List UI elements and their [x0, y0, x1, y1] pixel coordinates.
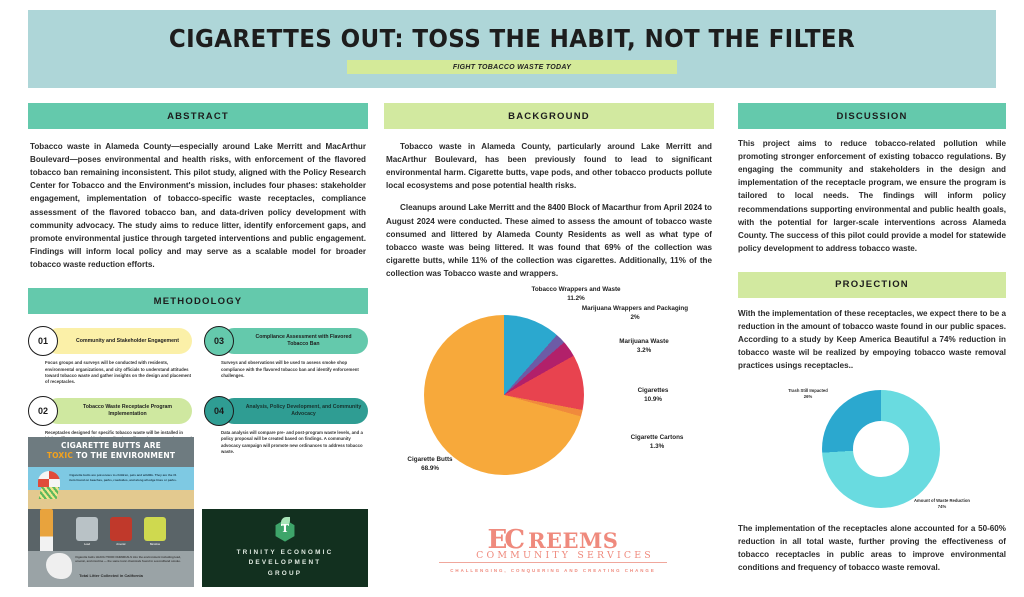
pie-chart-slices: [424, 315, 584, 475]
methodology-item-title: Compliance Assessment with Flavored Toba…: [255, 334, 352, 348]
right-column: DISCUSSION This project aims to reduce t…: [738, 103, 1006, 373]
pie-label-marijuana-waste: Marijuana Waste 3.2%: [619, 338, 669, 355]
methodology-item-01: Community and Stakeholder Engagement 01 …: [28, 326, 192, 386]
methodology-item-title: Community and Stakeholder Engagement: [76, 337, 179, 344]
lead-bucket-icon: [76, 517, 98, 541]
infographic-title-line1: CIGARETTE BUTTS ARE: [60, 441, 162, 450]
background-body: Tobacco waste in Alameda County, particu…: [384, 129, 714, 280]
reems-logo-divider: [439, 562, 667, 564]
methodology-section: METHODOLOGY Community and Stakeholder En…: [28, 288, 368, 456]
title-banner: CIGARETTES OUT: TOSS THE HABIT, NOT THE …: [28, 10, 996, 88]
trinity-logo-line3: GROUP: [267, 569, 303, 577]
page-title: CIGARETTES OUT: TOSS THE HABIT, NOT THE …: [168, 24, 856, 53]
pie-label-marijuana-wrappers: Marijuana Wrappers and Packaging 2%: [581, 305, 689, 322]
methodology-number-badge: 02: [28, 395, 58, 426]
discussion-paragraph: This project aims to reduce tobacco-rela…: [738, 139, 1006, 253]
reems-logo-tagline: CHALLENGING, CONQUERING AND CREATING CHA…: [450, 568, 656, 574]
projection-paragraph-1: With the implementation of these recepta…: [738, 308, 1006, 371]
projection-heading: PROJECTION: [738, 271, 1006, 298]
methodology-item-03: Compliance Assessment with Flavored Toba…: [204, 326, 368, 386]
methodology-number-badge: 01: [28, 326, 58, 357]
infographic-title-line2: TO THE ENVIRONMENT: [75, 451, 176, 461]
cigarette-butts-infographic: CIGARETTE BUTTS ARE TOXIC TO THE ENVIRON…: [28, 437, 194, 587]
poster-subtitle: FIGHT TOBACCO WASTE TODAY: [452, 63, 572, 71]
methodology-grid: Community and Stakeholder Engagement 01 …: [28, 326, 368, 456]
methodology-item-description: Focus groups and surveys will be conduct…: [45, 360, 192, 385]
leaf-icon: [281, 516, 290, 526]
methodology-item-header: Tobacco Waste Receptacle Program Impleme…: [28, 395, 192, 426]
projection-paragraph-2: The implementation of the receptacles al…: [738, 524, 1006, 573]
trinity-logo-letter: T: [280, 521, 290, 535]
methodology-pill: Analysis, Policy Development, and Commun…: [221, 397, 368, 424]
methodology-item-title: Tobacco Waste Receptacle Program Impleme…: [82, 403, 173, 417]
trinity-logo-line2: DEVELOPMENT: [248, 559, 322, 567]
cigarette-icon: [40, 509, 53, 555]
methodology-item-header: Analysis, Policy Development, and Commun…: [204, 395, 368, 426]
methodology-item-header: Compliance Assessment with Flavored Toba…: [204, 326, 368, 357]
methodology-pill: Community and Stakeholder Engagement: [45, 328, 192, 355]
infographic-title-toxic: TOXIC: [46, 451, 74, 461]
beach-chair-icon: [38, 487, 60, 499]
tobacco-waste-composition-pie-chart: Tobacco Wrappers and Waste 11.2% Marijua…: [384, 283, 724, 508]
infographic-header-band: [28, 437, 194, 467]
projection-body-bottom: The implementation of the receptacles al…: [738, 522, 1006, 574]
pie-label-cigarette-cartons: Cigarette Cartons 1.3%: [630, 434, 684, 451]
projection-body-top: With the implementation of these recepta…: [738, 298, 1006, 373]
abstract-paragraph: Tobacco waste in Alameda County—especial…: [30, 142, 366, 269]
reems-community-services-logo: EC REEMS COMMUNITY SERVICES CHALLENGING,…: [430, 518, 676, 584]
reems-logo-row: EC REEMS: [488, 527, 619, 553]
infographic-icon-label: Nicotine: [149, 543, 161, 546]
trinity-logo-mark-icon: T: [272, 516, 298, 543]
middle-column: BACKGROUND Tobacco waste in Alameda Coun…: [384, 103, 714, 280]
hexagon-shape-icon: [275, 519, 295, 542]
reems-logo-name: REEMS: [528, 528, 619, 554]
methodology-item-description: Surveys and observations will be used to…: [221, 360, 359, 378]
methodology-heading: METHODOLOGY: [28, 288, 368, 315]
background-heading: BACKGROUND: [384, 103, 714, 129]
infographic-title: CIGARETTE BUTTS ARE TOXIC TO THE ENVIRON…: [28, 441, 194, 461]
pie-label-tobacco-wrappers: Tobacco Wrappers and Waste 11.2%: [531, 286, 621, 303]
infographic-total-label: Total Litter Collected in California: [79, 573, 143, 578]
background-paragraph-2: Cleanups around Lake Merritt and the 840…: [386, 203, 712, 278]
methodology-number-badge: 03: [204, 326, 234, 357]
nicotine-flask-icon: [144, 517, 166, 541]
infographic-bottom-text: Cigarette butts LEACH TOXIC CHEMICALS in…: [75, 555, 181, 564]
background-paragraph-1: Tobacco waste in Alameda County, particu…: [386, 142, 712, 191]
infographic-icon-label: Arsenic: [116, 543, 126, 546]
abstract-body: Tobacco waste in Alameda County—especial…: [28, 129, 368, 271]
methodology-item-header: Community and Stakeholder Engagement 01: [28, 326, 192, 357]
donut-label-trash-still-impacted: Trash Still Impacted 26%: [788, 388, 828, 400]
donut-label-waste-reduction: Amount of Waste Reduction 74%: [914, 498, 970, 510]
discussion-heading: DISCUSSION: [738, 103, 1006, 129]
beach-umbrella-icon: [38, 471, 60, 487]
arsenic-icon: [110, 517, 132, 541]
pie-label-cigarette-butts: Cigarette Butts 68.9%: [407, 456, 453, 473]
methodology-pill: Tobacco Waste Receptacle Program Impleme…: [45, 397, 192, 424]
methodology-number-badge: 04: [204, 395, 234, 426]
trinity-logo-text: TRINITY ECONOMIC DEVELOPMENT GROUP: [237, 548, 334, 580]
projection-section: PROJECTION With the implementation of th…: [738, 271, 1006, 373]
reems-logo-mark: EC: [487, 525, 525, 556]
left-column: ABSTRACT Tobacco waste in Alameda County…: [28, 103, 368, 456]
methodology-item-title: Analysis, Policy Development, and Commun…: [245, 403, 362, 417]
infographic-icon-label: Lead: [83, 543, 91, 546]
pie-label-cigarettes: Cigarettes 10.9%: [637, 387, 669, 404]
methodology-item-04: Analysis, Policy Development, and Commun…: [204, 395, 368, 456]
methodology-item-description: Data analysis will compare pre- and post…: [221, 429, 363, 455]
discussion-body: This project aims to reduce tobacco-rela…: [738, 129, 1006, 255]
seabird-icon: [46, 553, 72, 579]
methodology-pill: Compliance Assessment with Flavored Toba…: [221, 328, 368, 355]
waste-reduction-donut-chart: Trash Still Impacted 26% Amount of Waste…: [738, 388, 1006, 513]
abstract-heading: ABSTRACT: [28, 103, 368, 129]
infographic-beach-text: Cigarette butts are poisonous to childre…: [69, 473, 177, 482]
trinity-economic-development-group-logo: T TRINITY ECONOMIC DEVELOPMENT GROUP: [202, 509, 368, 587]
subtitle-chip: FIGHT TOBACCO WASTE TODAY: [347, 60, 677, 74]
trinity-logo-line1: TRINITY ECONOMIC: [236, 548, 334, 556]
donut-chart-slices: [822, 390, 940, 508]
reems-logo-subtitle: COMMUNITY SERVICES: [476, 550, 654, 562]
